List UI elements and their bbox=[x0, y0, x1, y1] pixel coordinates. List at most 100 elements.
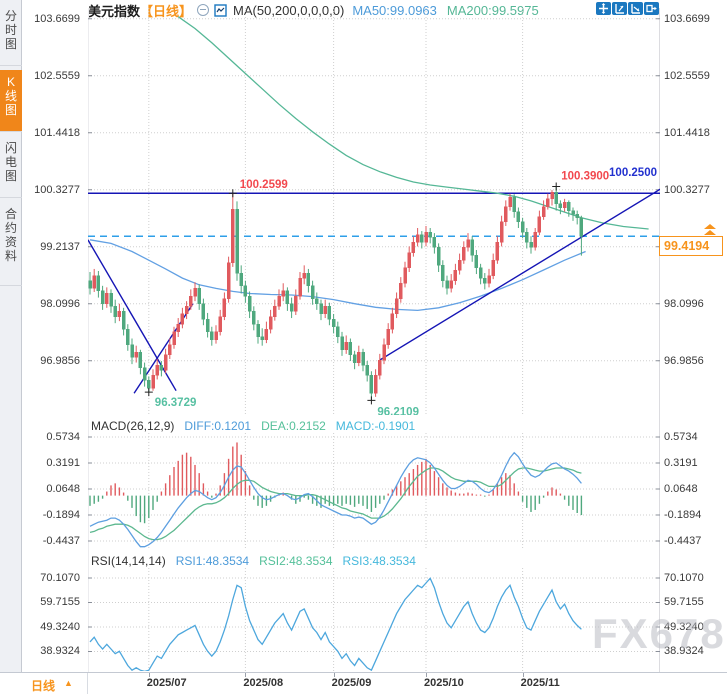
crosshair-pan-icon[interactable] bbox=[596, 2, 611, 15]
macd-histogram-bar bbox=[521, 495, 524, 502]
y-axis-label-right: 102.5559 bbox=[664, 69, 710, 82]
period-selector-label: 日线 bbox=[31, 679, 56, 693]
macd-indicator-chart[interactable] bbox=[88, 433, 660, 548]
candle bbox=[235, 208, 239, 274]
macd-histogram-bar bbox=[93, 495, 95, 504]
y-axis-label-right: 101.4418 bbox=[664, 126, 710, 139]
rsi-indicator-header[interactable]: RSI(14,14,14) RSI1:48.3534 RSI2:48.3534 RSI… bbox=[91, 554, 416, 568]
macd-histogram-bar bbox=[559, 493, 562, 496]
period-selector[interactable]: 日线 ▲ bbox=[22, 673, 88, 694]
macd-histogram-bar bbox=[475, 494, 478, 496]
macd-histogram-bar bbox=[416, 464, 419, 496]
candle bbox=[281, 290, 285, 297]
candle bbox=[499, 221, 504, 243]
candle bbox=[558, 203, 563, 208]
candle bbox=[113, 306, 117, 317]
macd-params: MACD(26,12,9) bbox=[91, 419, 175, 433]
y-axis-label-left: 99.2137 bbox=[40, 240, 80, 253]
candle bbox=[210, 331, 214, 340]
macd-histogram-bar bbox=[421, 461, 423, 496]
candle bbox=[470, 239, 474, 256]
chart-toolbar bbox=[596, 2, 659, 15]
latest-price-arrow-icon[interactable] bbox=[704, 224, 716, 235]
chart-type-sidebar: 分 时 图 K 线 图闪 电 图合 约 资 料 bbox=[0, 0, 22, 672]
candle bbox=[142, 367, 147, 381]
y-axis-label-left: 59.7155 bbox=[40, 596, 80, 609]
candle bbox=[571, 210, 575, 215]
ma50-line bbox=[89, 239, 586, 312]
candle bbox=[315, 298, 319, 304]
ma200-line bbox=[177, 16, 649, 230]
candle bbox=[92, 275, 96, 289]
candle bbox=[289, 303, 294, 312]
candle bbox=[369, 375, 374, 394]
indicator-legend-value: RSI2:48.3534 bbox=[259, 554, 333, 568]
trendline-3 bbox=[379, 188, 660, 361]
collapse-icon[interactable] bbox=[197, 4, 210, 16]
pan-right-icon[interactable] bbox=[644, 2, 659, 15]
macd-histogram-bar bbox=[311, 495, 314, 504]
candle bbox=[159, 364, 164, 371]
sidebar-tab-4[interactable]: 合 约 资 料 bbox=[0, 202, 22, 286]
x-axis-date-label: 2025/08 bbox=[243, 677, 284, 689]
y-axis-label-right: 0.0648 bbox=[664, 482, 698, 495]
macd-histogram-bar bbox=[152, 495, 154, 510]
candle bbox=[546, 198, 550, 207]
candle bbox=[117, 311, 122, 317]
macd-histogram-bar bbox=[240, 454, 242, 496]
macd-histogram-bar bbox=[345, 495, 347, 504]
candle bbox=[163, 354, 168, 371]
y-axis-label-right: 38.9324 bbox=[664, 645, 704, 658]
candle bbox=[294, 295, 298, 312]
y-axis-label-right: 59.7155 bbox=[664, 596, 704, 609]
macd-histogram-bar bbox=[122, 492, 125, 496]
candle bbox=[348, 341, 353, 356]
macd-histogram-bar bbox=[299, 495, 301, 502]
macd-histogram-bar bbox=[202, 483, 205, 496]
zoom-range-left-icon[interactable] bbox=[612, 2, 627, 15]
candle bbox=[214, 331, 218, 340]
candle bbox=[390, 313, 395, 330]
main-candlestick-chart[interactable]: 100.2599 100.3900 100.2500 96.3729 96.2109 bbox=[88, 8, 660, 415]
candle bbox=[407, 252, 411, 269]
candle bbox=[537, 216, 542, 233]
candle bbox=[201, 303, 206, 320]
candle bbox=[483, 277, 487, 284]
macd-histogram-bar bbox=[500, 477, 503, 496]
macd-histogram-bar bbox=[526, 495, 528, 508]
y-axis-label-left: -0.1894 bbox=[42, 508, 80, 521]
macd-histogram-bar bbox=[517, 491, 520, 496]
macd-histogram-bar bbox=[547, 491, 549, 496]
candle bbox=[516, 211, 521, 223]
candle bbox=[420, 234, 424, 243]
zoom-range-right-icon[interactable] bbox=[628, 2, 643, 15]
candle bbox=[579, 217, 584, 237]
sidebar-tab-1[interactable]: 分 时 图 bbox=[0, 4, 22, 66]
period-tag[interactable]: 【日线】 bbox=[140, 3, 193, 19]
dea-line bbox=[89, 467, 582, 541]
y-axis-label-left: 0.3191 bbox=[46, 456, 80, 469]
y-axis-label-right: -0.1894 bbox=[664, 508, 702, 521]
x-axis-date-label: 2025/10 bbox=[424, 677, 464, 689]
macd-histogram-bar bbox=[383, 495, 385, 500]
indicator-params[interactable]: MA(50,200,0,0,0,0) bbox=[233, 2, 345, 18]
candle bbox=[285, 290, 290, 304]
candle bbox=[466, 239, 470, 248]
date-tick-mark bbox=[426, 673, 427, 677]
indicator-legend-value: MACD:-0.1901 bbox=[335, 419, 416, 433]
sidebar-tab-3[interactable]: 闪 电 图 bbox=[0, 136, 22, 198]
macd-histogram-bar bbox=[101, 495, 104, 499]
sidebar-tab-2[interactable]: K 线 图 bbox=[0, 70, 22, 132]
y-axis-label-left: 0.0648 bbox=[46, 482, 80, 495]
rsi-indicator-chart[interactable] bbox=[88, 568, 660, 671]
macd-histogram-bar bbox=[328, 495, 331, 506]
candle bbox=[445, 280, 449, 289]
y-axis-label-left: 96.9856 bbox=[40, 354, 80, 367]
y-axis-label-left: 0.5734 bbox=[46, 430, 80, 443]
y-axis-label-right: 98.0996 bbox=[664, 297, 704, 310]
watermark: FX678 bbox=[592, 610, 726, 657]
macd-indicator-header[interactable]: MACD(26,12,9) DIFF:0.1201 DEA:0.2152 MACD:-… bbox=[91, 419, 415, 433]
candle bbox=[218, 316, 222, 333]
macd-histogram-bar bbox=[265, 495, 268, 506]
